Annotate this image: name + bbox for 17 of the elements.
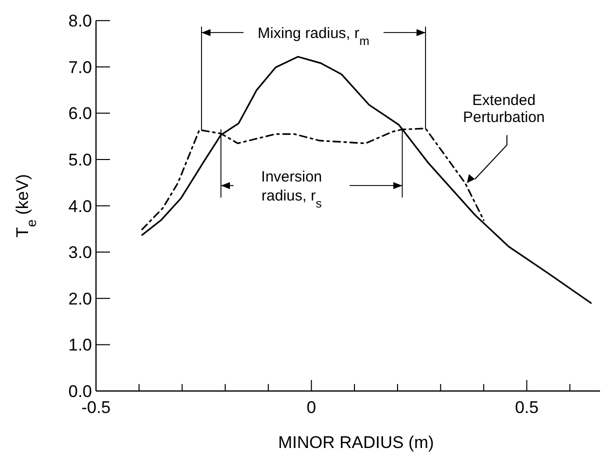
ref-line-label: Mixing radius, r$_{m}$ (258, 24, 370, 48)
y-tick-label: 6.0 (68, 104, 92, 124)
y-tick-label: 7.0 (68, 58, 92, 77)
y-tick-label: 8.0 (68, 12, 92, 31)
x-tick-label: 0.5 (514, 398, 539, 417)
y-tick-label: 2.0 (68, 289, 92, 308)
line-series (141, 56, 592, 304)
x-tick-label: -0.5 (81, 398, 111, 417)
y-tick-label: 4.0 (68, 196, 92, 216)
annotation: Extended Perturbation (463, 92, 545, 126)
x-tick-label: 0 (306, 398, 316, 417)
x-axis-title: MINOR RADIUS (m) (278, 433, 434, 452)
y-tick-label: 0.0 (68, 382, 92, 401)
y-tick-label: 5.0 (68, 150, 92, 170)
y-tick-label: 3.0 (68, 243, 92, 262)
ref-line-label: Inversion radius, r$_{s}$ (261, 168, 322, 210)
y-tick-label: 1.0 (68, 336, 92, 355)
